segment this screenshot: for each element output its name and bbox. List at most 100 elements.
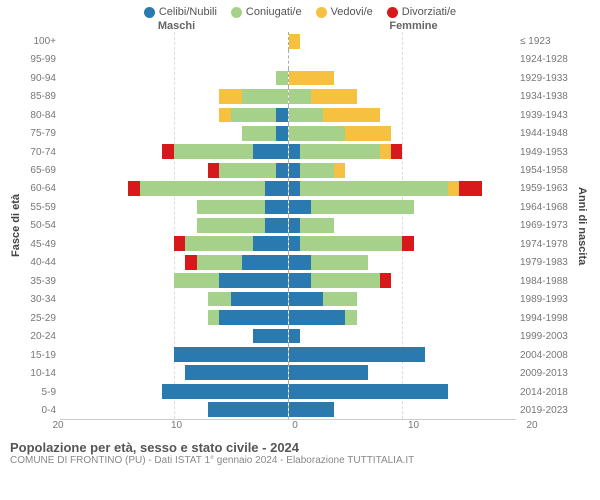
pyramid-row xyxy=(60,69,516,87)
gender-headers: Maschi Femmine xyxy=(58,20,532,32)
seg-single xyxy=(162,384,287,399)
legend-label: Coniugati/e xyxy=(246,6,302,18)
pyramid-row xyxy=(60,290,516,308)
year-label: 2004-2008 xyxy=(520,350,574,361)
seg-married xyxy=(300,218,334,233)
age-labels: 100+95-9990-9485-8980-8475-7970-7465-696… xyxy=(24,32,60,420)
age-label: 60-64 xyxy=(24,183,56,194)
seg-married xyxy=(300,181,448,196)
seg-married xyxy=(289,126,346,141)
seg-divorced xyxy=(128,181,139,196)
legend-label: Vedovi/e xyxy=(331,6,373,18)
seg-married xyxy=(208,310,219,325)
male-half xyxy=(60,308,289,326)
legend-swatch xyxy=(387,7,398,18)
x-tick: 0 xyxy=(292,420,298,431)
seg-married xyxy=(300,236,402,251)
year-label: 1929-1933 xyxy=(520,73,574,84)
seg-widowed xyxy=(345,126,391,141)
year-label: 1984-1988 xyxy=(520,276,574,287)
pyramid-row xyxy=(60,400,516,418)
age-label: 40-44 xyxy=(24,257,56,268)
pyramid-row xyxy=(60,179,516,197)
seg-married xyxy=(197,218,265,233)
pyramid-row xyxy=(60,253,516,271)
seg-divorced xyxy=(174,236,185,251)
seg-divorced xyxy=(402,236,413,251)
female-half xyxy=(289,32,517,50)
female-half xyxy=(289,161,517,179)
year-label: ≤ 1923 xyxy=(520,36,574,47)
pyramid-row xyxy=(60,124,516,142)
seg-married xyxy=(276,71,287,86)
year-label: 1949-1953 xyxy=(520,147,574,158)
female-half xyxy=(289,308,517,326)
legend-swatch xyxy=(316,7,327,18)
year-label: 1954-1958 xyxy=(520,165,574,176)
year-label: 2009-2013 xyxy=(520,368,574,379)
year-label: 2014-2018 xyxy=(520,387,574,398)
age-label: 55-59 xyxy=(24,202,56,213)
pyramid-row xyxy=(60,216,516,234)
legend-label: Celibi/Nubili xyxy=(159,6,217,18)
seg-single xyxy=(185,365,287,380)
age-label: 45-49 xyxy=(24,239,56,250)
age-label: 90-94 xyxy=(24,73,56,84)
seg-married xyxy=(242,126,276,141)
pyramid-row xyxy=(60,87,516,105)
year-label: 1964-1968 xyxy=(520,202,574,213)
seg-single xyxy=(276,108,287,123)
seg-single xyxy=(289,200,312,215)
female-half xyxy=(289,50,517,68)
seg-widowed xyxy=(219,108,230,123)
male-half xyxy=(60,161,289,179)
pyramid-row xyxy=(60,235,516,253)
seg-single xyxy=(289,181,300,196)
seg-single xyxy=(289,236,300,251)
pyramid-row xyxy=(60,32,516,50)
footer: Popolazione per età, sesso e stato civil… xyxy=(0,434,600,466)
male-half xyxy=(60,345,289,363)
female-half xyxy=(289,87,517,105)
female-half xyxy=(289,327,517,345)
seg-widowed xyxy=(311,89,357,104)
female-half xyxy=(289,271,517,289)
seg-single xyxy=(289,402,335,417)
seg-married xyxy=(323,292,357,307)
pyramid-row xyxy=(60,271,516,289)
age-label: 100+ xyxy=(24,36,56,47)
seg-widowed xyxy=(448,181,459,196)
seg-married xyxy=(289,108,323,123)
seg-single xyxy=(289,329,300,344)
seg-single xyxy=(276,126,287,141)
chart: Fasce di età 100+95-9990-9485-8980-8475-… xyxy=(0,32,600,420)
legend-swatch xyxy=(144,7,155,18)
male-half xyxy=(60,69,289,87)
female-half xyxy=(289,198,517,216)
pyramid-row xyxy=(60,382,516,400)
chart-subtitle: COMUNE DI FRONTINO (PU) - Dati ISTAT 1° … xyxy=(10,455,590,466)
yaxis-right-title: Anni di nascita xyxy=(574,32,590,420)
pyramid-row xyxy=(60,308,516,326)
seg-married xyxy=(311,255,368,270)
pyramid-row xyxy=(60,345,516,363)
seg-married xyxy=(242,89,288,104)
female-half xyxy=(289,143,517,161)
seg-married xyxy=(197,255,243,270)
seg-married xyxy=(197,200,265,215)
legend-swatch xyxy=(231,7,242,18)
year-label: 1924-1928 xyxy=(520,54,574,65)
male-half xyxy=(60,364,289,382)
legend-item: Divorziati/e xyxy=(387,6,456,18)
seg-married xyxy=(289,89,312,104)
female-half xyxy=(289,235,517,253)
female-half xyxy=(289,400,517,418)
year-label: 1959-1963 xyxy=(520,183,574,194)
seg-single xyxy=(289,144,300,159)
seg-married xyxy=(231,108,277,123)
year-label: 1939-1943 xyxy=(520,110,574,121)
age-label: 10-14 xyxy=(24,368,56,379)
age-label: 80-84 xyxy=(24,110,56,121)
male-half xyxy=(60,253,289,271)
seg-single xyxy=(289,218,300,233)
